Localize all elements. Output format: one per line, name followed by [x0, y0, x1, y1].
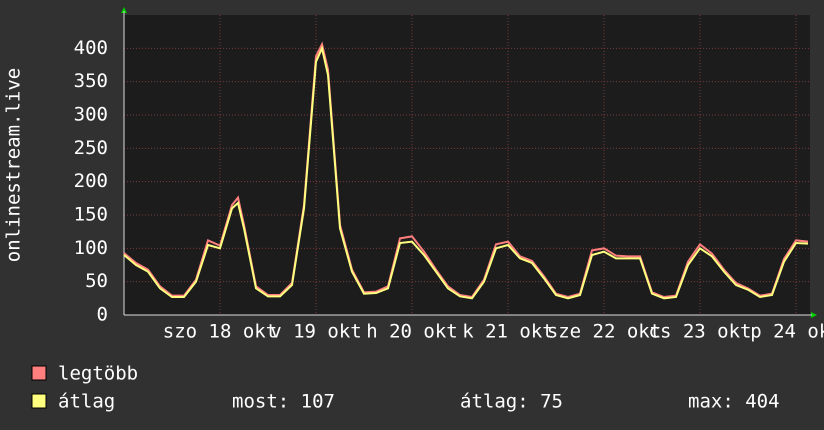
legend-label: átlag	[58, 391, 115, 413]
legend-stat: most: 107	[232, 391, 335, 413]
legend-label: legtöbb	[58, 363, 138, 385]
series-line	[123, 45, 809, 300]
legend-swatch	[31, 393, 47, 409]
series-line	[123, 41, 809, 299]
x-tick-label: sze 22 okt	[547, 321, 661, 343]
y-tick-label: 400	[74, 37, 108, 59]
x-tick-label: szo 18 okt	[163, 321, 277, 343]
legend-stat: átlag: 75	[460, 391, 563, 413]
axis-arrow	[811, 312, 817, 318]
y-tick-label: 200	[74, 170, 108, 192]
y-tick-label: 250	[74, 137, 108, 159]
y-tick-label: 50	[85, 270, 108, 292]
x-tick-label: p 24 okt	[750, 321, 824, 343]
legend-swatch	[31, 365, 47, 381]
y-axis-label: onlinestream.live	[3, 68, 25, 262]
y-tick-label: 150	[74, 204, 108, 226]
plot-area	[124, 15, 810, 315]
x-tick-label: cs 23 okt	[649, 321, 752, 343]
y-tick-label: 350	[74, 70, 108, 92]
x-tick-label: k 21 okt	[462, 321, 554, 343]
y-tick-label: 100	[74, 237, 108, 259]
y-tick-label: 300	[74, 104, 108, 126]
x-tick-label: h 20 okt	[366, 321, 458, 343]
legend-stat: max: 404	[688, 391, 780, 413]
axis-arrow	[121, 7, 127, 13]
x-tick-label: v 19 okt	[270, 321, 362, 343]
y-tick-label: 0	[97, 304, 108, 326]
